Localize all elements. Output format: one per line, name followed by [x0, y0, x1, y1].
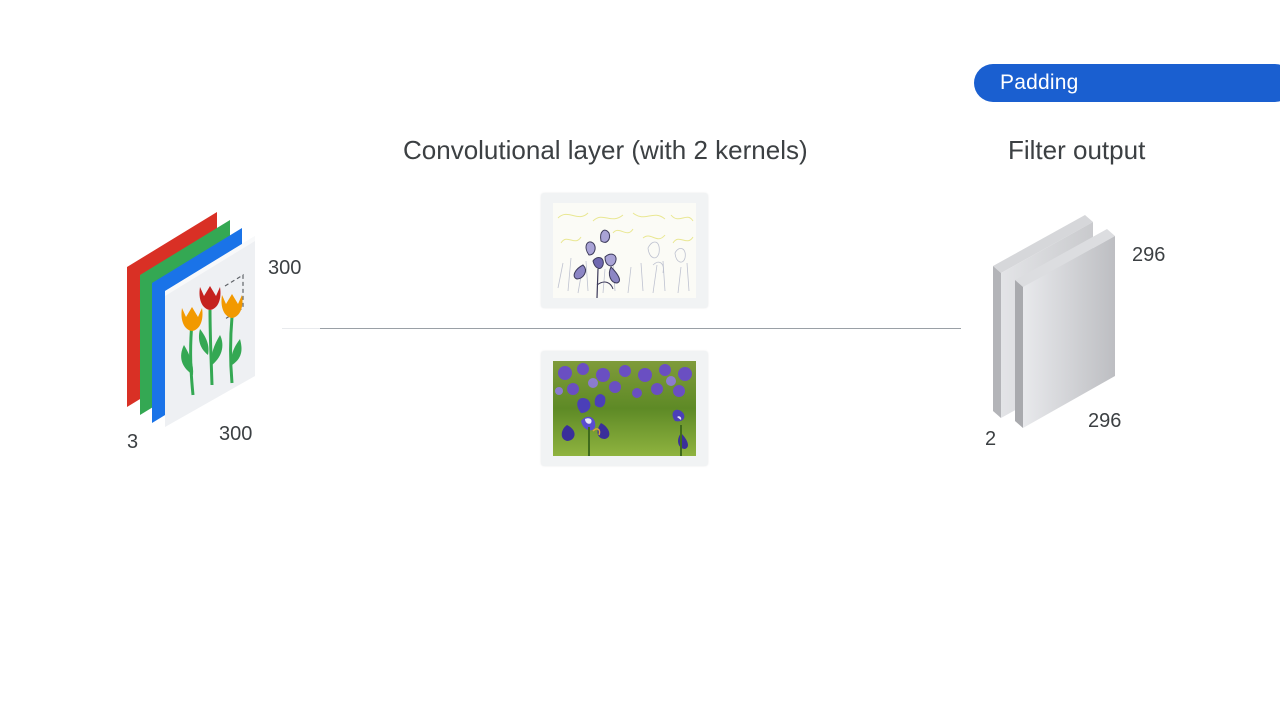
flow-line	[320, 328, 961, 329]
output-height-label: 296	[1088, 410, 1122, 432]
input-width-label: 300	[268, 257, 302, 279]
input-channels-label: 3	[127, 431, 139, 453]
padding-badge: Padding	[974, 64, 1280, 102]
iris-photo-image	[553, 361, 696, 456]
flow-line-start	[282, 328, 320, 329]
filter-output-title: Filter output	[1008, 135, 1146, 165]
kernel-2-thumbnail	[541, 351, 708, 466]
edge-filtered-iris-image	[553, 203, 696, 298]
input-height-label: 300	[219, 423, 253, 445]
padding-badge-label: Padding	[1000, 71, 1079, 94]
output-width-label: 296	[1132, 244, 1166, 266]
input-channel-stack-icon	[127, 212, 255, 427]
output-depth-label: 2	[985, 428, 997, 450]
output-feature-map-stack-icon	[993, 215, 1115, 428]
kernel-1-thumbnail	[541, 193, 708, 308]
conv-layer-title: Convolutional layer (with 2 kernels)	[403, 135, 808, 165]
